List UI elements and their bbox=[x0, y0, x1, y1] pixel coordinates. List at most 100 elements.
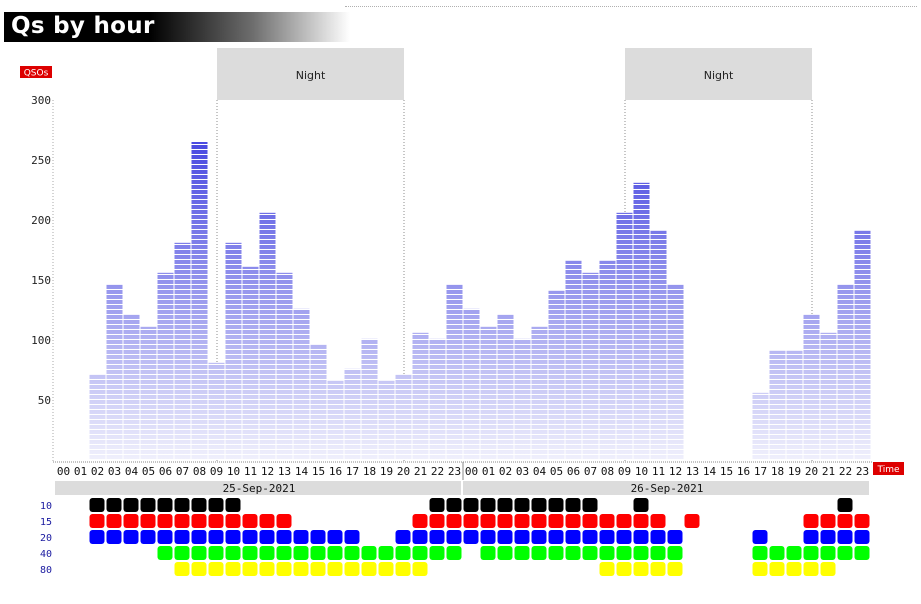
x-tick-label: 02 bbox=[499, 465, 512, 478]
band-dot bbox=[854, 546, 870, 560]
band-dot bbox=[174, 530, 190, 544]
band-dot bbox=[769, 546, 785, 560]
band-dot bbox=[429, 530, 445, 544]
band-dot bbox=[820, 514, 836, 528]
bar-stripes bbox=[786, 350, 803, 460]
band-dot bbox=[582, 530, 598, 544]
bar-stripes bbox=[140, 326, 157, 460]
y-tick-label: 300 bbox=[31, 94, 51, 107]
bar-stripes bbox=[225, 242, 242, 460]
band-dot bbox=[599, 530, 615, 544]
band-dot bbox=[582, 498, 598, 512]
band-dot bbox=[820, 562, 836, 576]
title-bar: Qs by hour bbox=[4, 12, 350, 42]
x-tick-label: 19 bbox=[380, 465, 393, 478]
date-bar bbox=[55, 481, 461, 495]
bar-stripes bbox=[650, 230, 667, 460]
x-tick-label: 04 bbox=[125, 465, 139, 478]
x-tick-label: 18 bbox=[363, 465, 376, 478]
band-dot bbox=[412, 562, 428, 576]
x-tick-label: 04 bbox=[533, 465, 547, 478]
x-tick-label: 12 bbox=[669, 465, 682, 478]
band-dot bbox=[463, 530, 479, 544]
xlabel-badge bbox=[873, 462, 904, 475]
x-tick-label: 16 bbox=[329, 465, 342, 478]
band-dot bbox=[446, 546, 462, 560]
y-tick-label: 50 bbox=[38, 394, 51, 407]
x-tick-label: 21 bbox=[414, 465, 427, 478]
band-dot bbox=[854, 530, 870, 544]
band-dot bbox=[667, 546, 683, 560]
bar-stripes bbox=[633, 182, 650, 461]
band-dot bbox=[310, 546, 326, 560]
x-tick-label: 17 bbox=[754, 465, 767, 478]
band-dot bbox=[599, 562, 615, 576]
x-tick-label: 03 bbox=[108, 465, 121, 478]
band-dot bbox=[463, 514, 479, 528]
bar-stripes bbox=[106, 284, 123, 460]
x-tick-label: 07 bbox=[584, 465, 597, 478]
x-tick-label: 09 bbox=[618, 465, 631, 478]
band-label: 10 bbox=[40, 501, 52, 512]
bar-stripes bbox=[752, 392, 769, 460]
bar-stripes bbox=[769, 350, 786, 460]
bar-stripes bbox=[310, 344, 327, 460]
bar-stripes bbox=[157, 272, 174, 460]
x-tick-label: 00 bbox=[465, 465, 478, 478]
band-dot bbox=[123, 498, 139, 512]
band-dot bbox=[412, 530, 428, 544]
band-dot bbox=[548, 514, 564, 528]
band-dot bbox=[89, 530, 105, 544]
x-tick-label: 15 bbox=[720, 465, 733, 478]
band-dot bbox=[225, 514, 241, 528]
band-dot bbox=[616, 546, 632, 560]
x-tick-label: 00 bbox=[57, 465, 70, 478]
band-dot bbox=[667, 530, 683, 544]
band-dot bbox=[599, 546, 615, 560]
x-tick-label: 08 bbox=[601, 465, 614, 478]
bar-stripes bbox=[191, 142, 208, 460]
band-dot bbox=[786, 562, 802, 576]
bar-stripes bbox=[820, 332, 837, 460]
date-label: 25-Sep-2021 bbox=[223, 482, 296, 495]
band-dot bbox=[412, 546, 428, 560]
date-label: 26-Sep-2021 bbox=[631, 482, 704, 495]
band-dot bbox=[548, 546, 564, 560]
bar-stripes bbox=[582, 272, 599, 460]
band-dot bbox=[259, 546, 275, 560]
band-dot bbox=[633, 498, 649, 512]
band-dot bbox=[361, 562, 377, 576]
bar-stripes bbox=[89, 374, 106, 460]
band-dot bbox=[514, 498, 530, 512]
band-dot bbox=[123, 530, 139, 544]
band-dot bbox=[531, 514, 547, 528]
band-dot bbox=[565, 514, 581, 528]
band-dot bbox=[633, 546, 649, 560]
band-dot bbox=[803, 514, 819, 528]
band-dot bbox=[633, 514, 649, 528]
bar-stripes bbox=[616, 212, 633, 460]
band-dot bbox=[361, 546, 377, 560]
band-dot bbox=[803, 546, 819, 560]
band-dot bbox=[242, 546, 258, 560]
bar-stripes bbox=[259, 212, 276, 460]
band-dot bbox=[327, 530, 343, 544]
night-label: Night bbox=[704, 69, 734, 82]
band-dot bbox=[837, 514, 853, 528]
band-dot bbox=[310, 562, 326, 576]
band-dot bbox=[497, 514, 513, 528]
band-dot bbox=[429, 498, 445, 512]
band-dot bbox=[548, 530, 564, 544]
top-divider bbox=[345, 6, 917, 7]
bar-stripes bbox=[480, 326, 497, 460]
band-dot bbox=[820, 530, 836, 544]
x-tick-label: 19 bbox=[788, 465, 801, 478]
bar-stripes bbox=[565, 260, 582, 460]
band-dot bbox=[650, 562, 666, 576]
bar-stripes bbox=[548, 290, 565, 460]
band-dot bbox=[106, 530, 122, 544]
band-dot bbox=[293, 562, 309, 576]
band-dot bbox=[157, 514, 173, 528]
band-dot bbox=[293, 530, 309, 544]
